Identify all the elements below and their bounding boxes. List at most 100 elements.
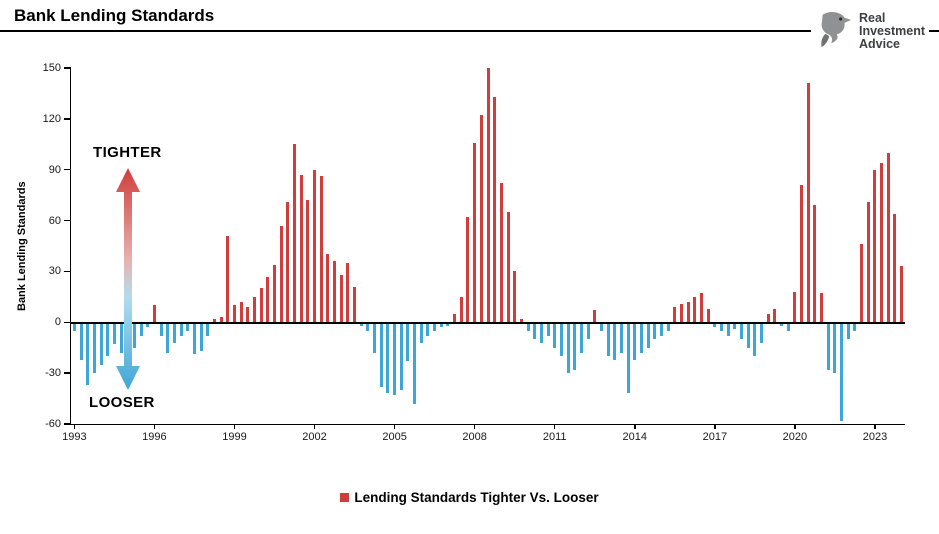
bar bbox=[293, 144, 296, 323]
bar bbox=[433, 322, 437, 331]
bar bbox=[212, 318, 216, 323]
bar bbox=[259, 288, 263, 323]
bar bbox=[653, 322, 657, 340]
bar bbox=[252, 296, 256, 323]
bar bbox=[593, 310, 597, 323]
bar bbox=[866, 201, 870, 323]
bar bbox=[413, 322, 417, 404]
bar bbox=[860, 244, 864, 323]
bar bbox=[79, 322, 83, 360]
x-tick-label: 2005 bbox=[382, 431, 407, 443]
y-tick-label: 90 bbox=[48, 163, 61, 176]
bar bbox=[199, 322, 203, 352]
bar bbox=[366, 322, 370, 331]
bar bbox=[333, 261, 337, 323]
y-tick-label: 0 bbox=[54, 316, 61, 329]
y-tick-label: 120 bbox=[42, 112, 61, 125]
bar bbox=[619, 322, 623, 353]
bar bbox=[206, 322, 210, 336]
y-tick-label: 150 bbox=[42, 62, 61, 74]
y-tick-mark bbox=[64, 168, 71, 171]
bar bbox=[92, 322, 96, 374]
bar bbox=[346, 262, 350, 323]
bar bbox=[886, 152, 890, 323]
bar bbox=[393, 322, 397, 396]
bar bbox=[553, 322, 557, 348]
x-tick-mark bbox=[714, 424, 716, 429]
bar bbox=[626, 322, 630, 394]
x-tick-label: 1999 bbox=[222, 431, 247, 443]
x-tick-label: 2014 bbox=[622, 431, 648, 443]
bar bbox=[219, 317, 223, 323]
bar bbox=[459, 296, 463, 323]
bar bbox=[679, 303, 683, 323]
x-tick-mark bbox=[393, 424, 396, 429]
bar bbox=[573, 322, 577, 370]
bar bbox=[159, 322, 163, 336]
bar bbox=[793, 291, 797, 323]
bar bbox=[506, 212, 510, 323]
plot-area: 150 120 90 60 30 0 -30 -60 1993 1996 1999 2002 2005… bbox=[43, 62, 905, 443]
x-tick-label: 2011 bbox=[542, 431, 567, 443]
x-tick-mark bbox=[634, 424, 636, 429]
bar bbox=[446, 322, 450, 326]
x-tick-mark bbox=[313, 424, 316, 429]
bar bbox=[239, 301, 243, 323]
x-tick-label: 2020 bbox=[782, 431, 808, 443]
bar bbox=[266, 276, 270, 323]
header-rule bbox=[0, 30, 939, 32]
bar bbox=[559, 322, 563, 357]
logo-line-2: Investment bbox=[859, 24, 925, 38]
bar bbox=[566, 322, 570, 374]
bar bbox=[139, 322, 143, 336]
tighter-looser-arrow bbox=[116, 168, 140, 390]
legend-swatch bbox=[340, 493, 350, 502]
bar bbox=[226, 235, 230, 323]
x-tick-mark bbox=[794, 424, 796, 429]
bar bbox=[179, 322, 183, 336]
bar bbox=[880, 162, 884, 323]
bar bbox=[833, 322, 837, 374]
bar bbox=[453, 313, 457, 323]
bar bbox=[766, 313, 770, 323]
bar bbox=[586, 322, 590, 340]
bar bbox=[613, 322, 617, 360]
y-tick-mark bbox=[64, 321, 71, 324]
x-tick-mark bbox=[233, 424, 236, 429]
bar bbox=[533, 322, 537, 340]
bar bbox=[272, 264, 276, 323]
bar bbox=[339, 274, 343, 323]
y-tick-mark bbox=[64, 423, 71, 425]
y-tick-label: -60 bbox=[45, 418, 61, 430]
y-tick-label: 30 bbox=[48, 265, 61, 278]
bar bbox=[192, 322, 196, 355]
bar bbox=[546, 322, 550, 336]
x-tick-mark bbox=[473, 424, 476, 429]
x-tick-label: 1996 bbox=[142, 431, 167, 443]
ria-logo: Real Investment Advice bbox=[811, 7, 929, 56]
bar bbox=[713, 322, 717, 328]
legend-label: Lending Standards Tighter Vs. Looser bbox=[354, 490, 599, 505]
bar bbox=[773, 308, 777, 323]
bar bbox=[146, 322, 150, 328]
bar bbox=[473, 142, 477, 323]
bar bbox=[599, 322, 603, 331]
bar bbox=[152, 305, 156, 323]
bar bbox=[132, 322, 136, 348]
zero-baseline bbox=[71, 322, 905, 324]
bar bbox=[486, 68, 490, 323]
bar bbox=[479, 115, 483, 323]
x-tick-mark bbox=[553, 424, 556, 429]
bar bbox=[646, 322, 650, 348]
x-tick-mark bbox=[153, 424, 156, 429]
bar bbox=[419, 322, 423, 343]
bar bbox=[639, 322, 643, 353]
page-title: Bank Lending Standards bbox=[14, 6, 215, 25]
bar bbox=[466, 217, 470, 323]
bar bbox=[726, 322, 730, 336]
bar bbox=[740, 322, 744, 340]
bar bbox=[673, 307, 677, 323]
bar bbox=[353, 286, 357, 323]
bar bbox=[706, 308, 710, 323]
bar bbox=[853, 322, 857, 331]
